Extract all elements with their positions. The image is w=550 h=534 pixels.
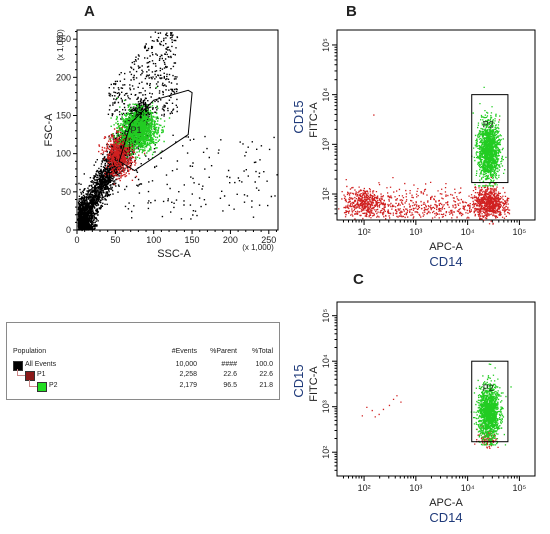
- gate-p2: [471, 360, 509, 443]
- y-tick-label: 10²: [321, 188, 331, 201]
- header-parent: %Parent: [210, 348, 237, 355]
- y-marker-label: CD15: [291, 364, 306, 397]
- population-parent: 96.5: [223, 382, 237, 389]
- y-marker-label: CD15: [291, 100, 306, 133]
- x-multiplier-label: (x 1,000): [242, 243, 274, 252]
- tree-connector: [29, 380, 30, 387]
- y-axis-label: FITC-A: [308, 366, 320, 402]
- y-axis-label: FITC-A: [308, 102, 320, 138]
- x-axis-label: APC-A: [429, 497, 463, 509]
- gate-label-p2: P2: [483, 119, 494, 129]
- x-tick-label: 150: [185, 235, 200, 245]
- x-tick-label: 10²: [358, 483, 371, 493]
- plot-frame: [336, 301, 536, 477]
- panel-c: C 10² 10² 10³ 10³ 10⁴ 10⁴ 10⁵ 10⁵ APC-A CD14 FITC-…: [280, 266, 550, 534]
- panel-a: A 0 0 50 50 100 100 150 150 200 200 250 250 SSC-A (x …: [0, 0, 290, 280]
- y-tick-label: 10²: [321, 446, 331, 459]
- y-tick-label: 10³: [321, 138, 331, 151]
- gate-label-p1: P1: [130, 125, 141, 135]
- population-color-swatch: [25, 371, 35, 381]
- y-tick-label: 50: [61, 187, 71, 197]
- x-tick-label: 200: [223, 235, 238, 245]
- population-total: 22.6: [259, 371, 273, 378]
- population-name: P1: [37, 371, 46, 378]
- y-tick-label: 10³: [321, 400, 331, 413]
- scatter-plot-a: 00 50 50 100 100 150 150 200 200 250 250 SSC-A (x 1,…: [43, 29, 279, 260]
- y-axis-label: FSC-A: [43, 113, 55, 147]
- header-total: %Total: [251, 348, 273, 355]
- gate-p1: [118, 89, 193, 172]
- header-events: #Events: [171, 348, 197, 355]
- population-events: 10,000: [175, 361, 197, 368]
- y-tick-label: 150: [56, 110, 71, 120]
- x-tick-label: 50: [110, 235, 120, 245]
- y-multiplier-label: (x 1,000): [56, 29, 65, 61]
- y-tick-label: 200: [56, 72, 71, 82]
- y-tick-label: 250: [56, 34, 71, 44]
- p2-points: [471, 86, 507, 187]
- population-total: 100.0: [255, 361, 273, 368]
- population-total: 21.8: [259, 382, 273, 389]
- x-tick-label: 250: [261, 235, 276, 245]
- y-tick-label: 100: [56, 149, 71, 159]
- tree-connector: [17, 369, 18, 376]
- table-header-row: Population #Events %Parent %Total: [7, 347, 279, 357]
- x-tick-label: 10⁵: [513, 483, 527, 493]
- population-name: P2: [49, 382, 58, 389]
- table-row: All Events 10,000 #### 100.0: [7, 360, 279, 371]
- population-color-swatch: [37, 382, 47, 392]
- y-tick-label: 10⁵: [321, 38, 331, 52]
- panel-letter-b: B: [346, 3, 357, 20]
- p2-points: [470, 363, 512, 446]
- panel-letter-a: A: [84, 3, 95, 20]
- population-name: All Events: [25, 361, 57, 368]
- header-population: Population: [13, 348, 47, 355]
- x-axis-label: SSC-A: [157, 248, 191, 260]
- plot-frame: [76, 29, 279, 231]
- y-tick-label: 10⁵: [321, 309, 331, 323]
- p1-points-dots: [338, 114, 511, 225]
- x-marker-label: CD14: [429, 254, 462, 269]
- p2-points-dots: [471, 86, 507, 187]
- x-tick-label: 10³: [409, 483, 422, 493]
- population-events: 2,258: [179, 371, 197, 378]
- tree-connector: [17, 375, 25, 376]
- p1-points: [338, 114, 511, 225]
- x-tick-label: 0: [74, 235, 79, 245]
- gate-p2: [471, 94, 509, 184]
- x-tick-label: 10⁵: [513, 227, 527, 237]
- gate-label-p2: P2: [483, 383, 494, 393]
- table-row: P2 2,179 96.5 21.8: [7, 381, 279, 392]
- tree-connector: [29, 386, 37, 387]
- y-tick-label: 10⁴: [321, 88, 331, 102]
- y-tick-label: 10⁴: [321, 354, 331, 368]
- x-tick-label: 10²: [358, 227, 371, 237]
- population-events: 2,179: [179, 382, 197, 389]
- population-table: Population #Events %Parent %Total All Ev…: [6, 322, 280, 400]
- x-tick-label: 100: [146, 235, 161, 245]
- x-tick-label: 10⁴: [461, 227, 475, 237]
- panel-letter-c: C: [353, 271, 364, 288]
- x-tick-label: 10³: [409, 227, 422, 237]
- x-marker-label: CD14: [429, 510, 462, 525]
- table-row: P1 2,258 22.6 22.6: [7, 370, 279, 381]
- y-tick-label: 0: [66, 225, 71, 235]
- p2-points-dots: [470, 363, 512, 446]
- panel-b: B 10² 10² 10³ 10³ 10⁴ 10⁴ 10⁵ 10⁵ APC-A CD14 FITC-…: [280, 0, 550, 280]
- x-axis-label: APC-A: [429, 241, 463, 253]
- population-parent: ####: [221, 361, 237, 368]
- population-color-swatch: [13, 361, 23, 371]
- x-tick-label: 10⁴: [461, 483, 475, 493]
- population-parent: 22.6: [223, 371, 237, 378]
